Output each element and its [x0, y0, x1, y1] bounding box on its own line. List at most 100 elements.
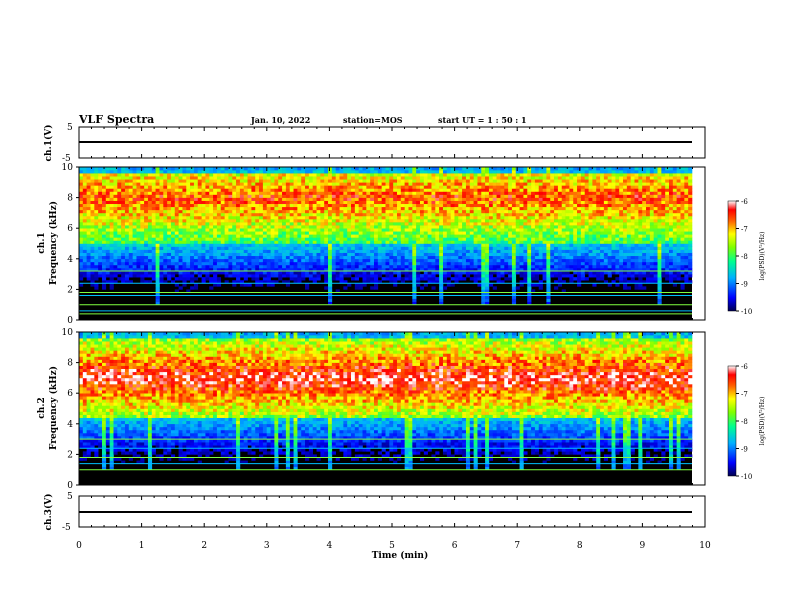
spectrogram-cell	[554, 215, 559, 220]
spectrogram-cell	[94, 267, 99, 272]
spectrogram-cell	[178, 237, 183, 241]
spectrogram-cell	[324, 176, 329, 180]
spectrogram-cell	[389, 243, 394, 247]
spectrogram-cell	[519, 243, 524, 247]
spectrogram-cell	[435, 231, 440, 235]
spectrogram-cell	[82, 231, 87, 235]
spectrogram-cell	[485, 277, 490, 281]
spectrogram-cell	[335, 185, 340, 189]
spectrogram-cell	[454, 173, 459, 177]
spectrogram-cell	[331, 173, 336, 177]
spectrogram-cell	[508, 167, 513, 171]
spectrogram-cell	[170, 197, 176, 201]
spectrogram-cell	[197, 191, 202, 195]
spectrogram-cell	[312, 255, 317, 260]
spectrogram-cell	[419, 252, 425, 257]
spectrogram-cell	[320, 225, 325, 229]
spectrogram-cell	[136, 225, 141, 229]
spectrogram-cell	[577, 267, 582, 272]
spectrogram-cell	[109, 203, 114, 208]
spectrogram-cell	[469, 173, 474, 177]
spectrogram-cell	[155, 255, 160, 260]
spectrogram-cell	[439, 255, 444, 260]
spectrogram-cell	[239, 176, 245, 180]
spectrogram-cell	[358, 191, 363, 195]
spectrogram-cell	[393, 219, 398, 223]
spectrogram-cell	[542, 188, 547, 192]
spectrogram-cell	[293, 261, 298, 266]
spectrogram-cell	[132, 264, 137, 269]
spectrogram-cell	[232, 173, 237, 177]
spectrogram-cell	[546, 267, 551, 272]
spectrogram-cell	[534, 234, 540, 238]
spectrogram-cell	[358, 283, 363, 287]
spectrogram-cell	[416, 215, 421, 220]
spectrogram-cell	[492, 231, 497, 235]
spectrogram-cell	[163, 182, 168, 186]
spectrogram-cell	[128, 258, 133, 263]
spectrogram-cell	[538, 237, 543, 241]
spectrogram-cell	[259, 179, 264, 183]
spectrogram-cell	[557, 264, 563, 269]
spectrogram-cell	[285, 261, 291, 266]
spectrogram-cell	[243, 243, 248, 247]
spectrogram-cell	[144, 240, 149, 244]
spectrogram-cell	[546, 191, 551, 195]
spectrogram-cell	[243, 271, 248, 275]
spectrogram-cell	[469, 225, 474, 229]
spectrogram-cell	[400, 234, 405, 238]
spectrogram-cell	[538, 170, 543, 174]
spectrogram-cell	[492, 252, 497, 257]
spectrogram-cell	[151, 225, 156, 229]
spectrogram-cell	[79, 209, 84, 214]
spectrogram-cell	[561, 209, 566, 214]
spectrogram-cell	[573, 206, 578, 211]
spectrogram-cell	[328, 215, 333, 220]
spectrogram-cell	[534, 182, 540, 186]
spectrogram-cell	[236, 212, 241, 217]
spectrogram-cell	[496, 206, 501, 211]
spectrogram-cell	[136, 191, 141, 195]
spectrogram-cell	[331, 255, 336, 260]
spectrogram-cell	[377, 267, 382, 272]
spectrogram-cell	[515, 191, 520, 195]
spectrogram-cell	[282, 170, 287, 174]
spectrogram-cell	[538, 258, 543, 263]
spectrogram-cell	[550, 225, 555, 229]
spectrogram-cell	[561, 249, 566, 253]
spectrogram-cell	[136, 179, 141, 183]
spectrogram-cell	[542, 167, 547, 171]
spectrogram-cell	[404, 176, 409, 180]
spectrogram-cell	[393, 170, 398, 174]
spectrogram-cell	[454, 212, 459, 217]
spectrogram-cell	[140, 255, 145, 260]
spectrogram-cell	[232, 274, 237, 278]
spectrogram-cell	[328, 188, 333, 192]
spectrogram-cell	[396, 264, 402, 269]
spectrogram-cell	[216, 277, 222, 281]
spectrogram-cell	[347, 185, 352, 189]
spectrogram-cell	[485, 267, 490, 272]
spectrogram-cell	[312, 246, 317, 250]
spectrogram-cell	[519, 258, 524, 263]
spectrogram-cell	[289, 261, 294, 266]
spectrogram-cell	[504, 231, 509, 235]
spectrogram-cell	[220, 261, 225, 266]
spectrogram-cell	[393, 206, 398, 211]
spectrogram-cell	[308, 209, 314, 214]
spectrogram-cell	[216, 200, 222, 205]
spectrogram-cell	[121, 225, 126, 229]
spectrogram-cell	[527, 255, 532, 260]
spectrogram-cell	[124, 261, 130, 266]
spectrogram-cell	[243, 197, 248, 201]
spectrogram-cell	[331, 219, 336, 223]
spectrogram-cell	[488, 203, 494, 208]
spectrogram-cell	[347, 258, 352, 263]
spectrogram-cell	[159, 274, 164, 278]
spectrogram-cell	[293, 225, 298, 229]
spectrogram-cell	[136, 255, 141, 260]
spectrogram-cell	[546, 298, 551, 302]
spectrogram-cell	[124, 209, 130, 214]
spectrogram-cell	[531, 209, 536, 214]
spectrogram-cell	[439, 243, 444, 247]
